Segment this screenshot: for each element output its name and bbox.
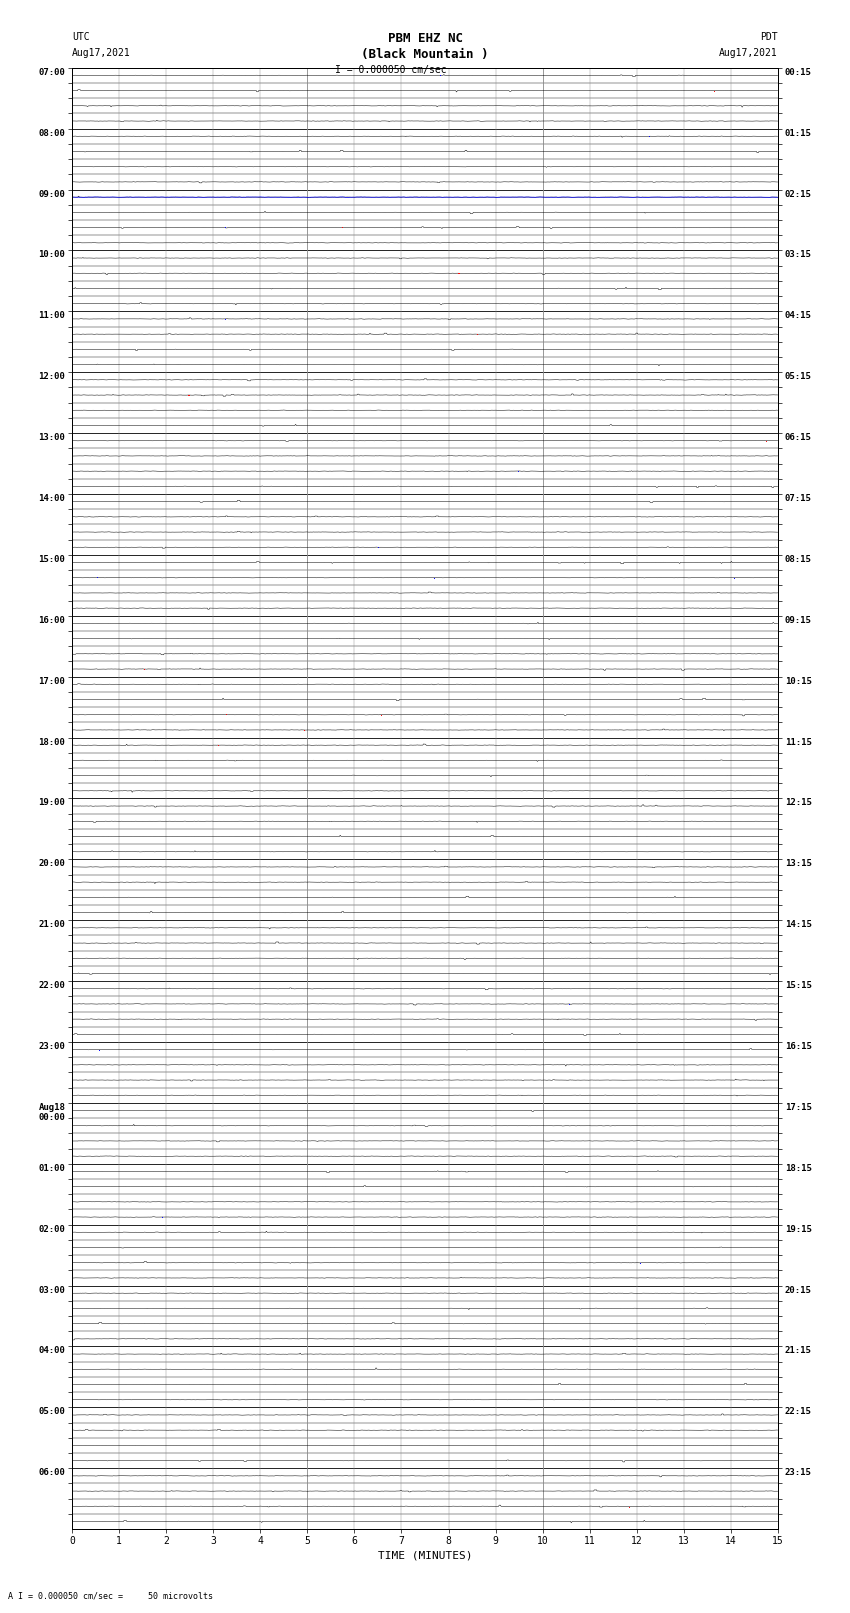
- Text: Aug17,2021: Aug17,2021: [719, 48, 778, 58]
- Point: [433, 63, 446, 89]
- Point: [434, 63, 447, 89]
- X-axis label: TIME (MINUTES): TIME (MINUTES): [377, 1550, 473, 1560]
- Point: [563, 990, 576, 1016]
- Point: [375, 702, 388, 727]
- Point: [643, 123, 656, 148]
- Point: [211, 732, 224, 758]
- Text: A I = 0.000050 cm/sec =     50 microvolts: A I = 0.000050 cm/sec = 50 microvolts: [8, 1590, 213, 1600]
- Point: [297, 716, 310, 742]
- Text: I = 0.000050 cm/sec: I = 0.000050 cm/sec: [335, 65, 447, 74]
- Point: [470, 321, 484, 347]
- Text: PBM EHZ NC: PBM EHZ NC: [388, 32, 462, 45]
- Point: [633, 1250, 647, 1276]
- Point: [90, 565, 104, 590]
- Point: [622, 1494, 636, 1519]
- Point: [451, 260, 465, 286]
- Point: [155, 1205, 168, 1231]
- Point: [728, 565, 741, 590]
- Point: [182, 382, 196, 408]
- Point: [452, 260, 466, 286]
- Text: UTC: UTC: [72, 32, 90, 42]
- Point: [137, 656, 150, 682]
- Point: [759, 427, 773, 453]
- Text: (Black Mountain ): (Black Mountain ): [361, 48, 489, 61]
- Text: Aug17,2021: Aug17,2021: [72, 48, 131, 58]
- Point: [428, 565, 441, 590]
- Point: [93, 1037, 106, 1063]
- Point: [218, 215, 231, 240]
- Point: [219, 702, 233, 727]
- Point: [707, 77, 721, 103]
- Point: [218, 306, 231, 332]
- Point: [335, 215, 348, 240]
- Point: [182, 382, 196, 408]
- Point: [371, 534, 385, 560]
- Text: PDT: PDT: [760, 32, 778, 42]
- Point: [512, 458, 525, 484]
